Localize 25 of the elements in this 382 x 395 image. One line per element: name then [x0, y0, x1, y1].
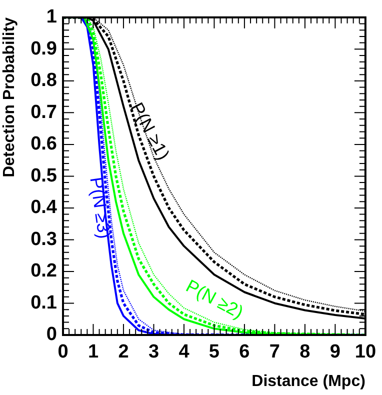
x-tick-label: 7 — [269, 342, 280, 363]
y-tick-label: 0.4 — [30, 197, 58, 218]
y-tick-label: 1 — [46, 6, 58, 28]
x-axis-title: Distance (Mpc) — [252, 372, 366, 390]
x-tick-label: 9 — [330, 342, 340, 363]
y-tick-label: 0.3 — [30, 228, 57, 250]
y-axis-title: Detection Probability — [1, 17, 18, 178]
y-tick-label: 0 — [46, 324, 57, 346]
y-tick-label: 0.7 — [30, 102, 57, 123]
y-tick-label: 0.2 — [30, 260, 57, 282]
annotation: P(N ≥2) — [182, 276, 247, 322]
annotation: P(N ≥1) — [126, 99, 174, 164]
y-tick-label: 0.8 — [30, 70, 57, 92]
x-tick-label: 6 — [239, 342, 250, 363]
x-tick-label: 8 — [300, 342, 310, 363]
x-tick-label: 1 — [88, 342, 99, 363]
y-tick-label: 0.1 — [30, 292, 58, 314]
x-tick-label: 3 — [148, 342, 160, 363]
x-tick-label: 5 — [208, 342, 220, 363]
x-tick-label: 10 — [354, 342, 376, 363]
x-tick-label: 2 — [118, 342, 129, 363]
y-tick-label: 0.9 — [30, 38, 57, 60]
y-tick-label: 0.5 — [30, 165, 58, 186]
y-tick-label: 0.6 — [30, 134, 57, 155]
x-tick-label: 4 — [178, 342, 190, 363]
